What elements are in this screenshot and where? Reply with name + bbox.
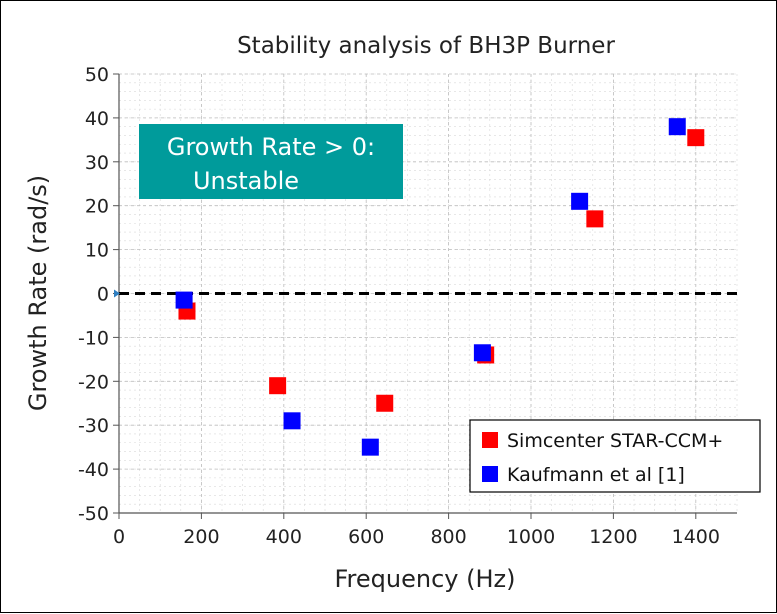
legend-label-kaufmann: Kaufmann et al [1] — [507, 464, 685, 486]
y-tick-label: -20 — [78, 371, 109, 393]
y-tick-label: -50 — [78, 503, 109, 525]
x-tick-label: 200 — [183, 526, 219, 548]
simcenter-point — [376, 394, 394, 412]
y-tick-label: 10 — [85, 240, 109, 262]
simcenter-point — [687, 129, 705, 147]
y-tick-label: -10 — [78, 327, 109, 349]
y-tick-label: -40 — [78, 459, 109, 481]
x-tick-label: 1400 — [672, 526, 720, 548]
axis-marker-icon — [114, 289, 120, 298]
kaufmann-point — [283, 412, 301, 430]
legend-label-simcenter: Simcenter STAR-CCM+ — [507, 430, 723, 452]
legend-box — [469, 419, 761, 493]
kaufmann-point — [473, 344, 491, 362]
chart-title: Stability analysis of BH3P Burner — [237, 33, 615, 59]
y-tick-label: -30 — [78, 415, 109, 437]
x-tick-labels: 0 200 400 600 800 1000 1200 1400 — [113, 526, 720, 548]
annotation-line-2: Unstable — [193, 167, 299, 195]
legend: Simcenter STAR-CCM+ Kaufmann et al [1] — [469, 419, 761, 493]
legend-swatch-simcenter — [482, 432, 498, 448]
simcenter-point — [586, 210, 604, 228]
kaufmann-point — [668, 118, 686, 136]
annotation-background — [139, 124, 403, 199]
kaufmann-point — [175, 291, 193, 309]
x-axis-label: Frequency (Hz) — [335, 565, 516, 593]
kaufmann-point — [361, 438, 379, 456]
y-axis-label: Growth Rate (rad/s) — [24, 175, 52, 411]
zero-reference-line — [114, 289, 737, 298]
y-tick-label: 20 — [85, 196, 109, 218]
y-tick-label: 30 — [85, 152, 109, 174]
simcenter-point — [269, 377, 287, 395]
x-tick-label: 600 — [348, 526, 384, 548]
annotation-line-1: Growth Rate > 0: — [167, 133, 375, 161]
x-tick-label: 1200 — [589, 526, 637, 548]
legend-swatch-kaufmann — [482, 466, 498, 482]
data-points — [175, 118, 705, 456]
kaufmann-point — [571, 192, 589, 210]
y-tick-label: 0 — [97, 284, 109, 306]
x-tick-label: 800 — [430, 526, 466, 548]
x-tick-label: 400 — [266, 526, 302, 548]
y-tick-label: 50 — [85, 64, 109, 86]
y-tick-label: 40 — [85, 108, 109, 130]
x-tick-label: 1000 — [507, 526, 555, 548]
y-tick-labels: 50 40 30 20 10 0 -10 -20 -30 -40 -50 — [78, 64, 109, 525]
annotation-box: Growth Rate > 0: Unstable — [139, 124, 403, 199]
x-tick-label: 0 — [113, 526, 125, 548]
